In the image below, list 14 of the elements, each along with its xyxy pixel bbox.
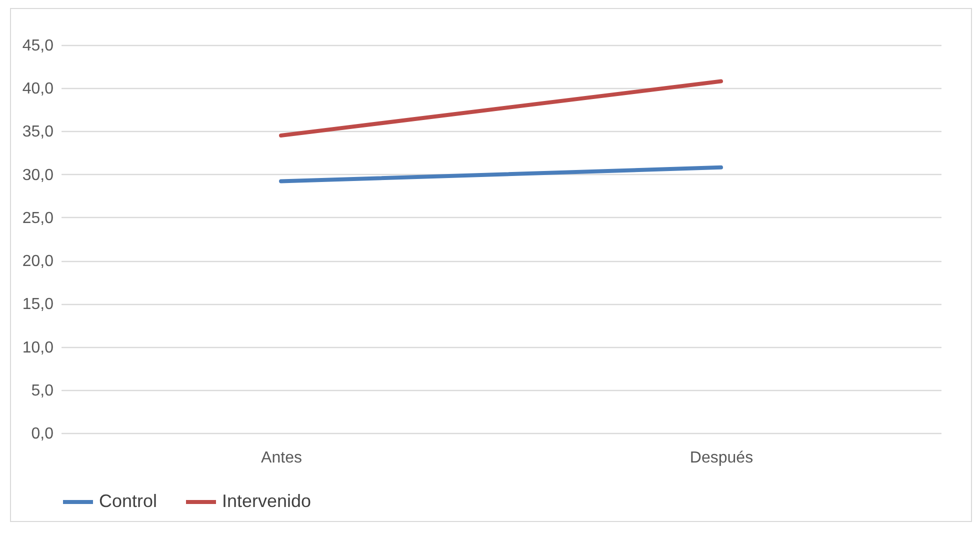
y-tick-label: 45,0 (22, 38, 54, 54)
y-tick-label: 0,0 (31, 426, 54, 442)
y-tick-label: 40,0 (22, 80, 54, 98)
legend-label: Control (99, 491, 158, 511)
y-tick-label: 30,0 (22, 166, 54, 184)
y-tick-label: 35,0 (22, 124, 54, 141)
x-tick-label: Después (690, 450, 754, 466)
legend-label: Intervenido (222, 491, 312, 511)
y-tick-label: 5,0 (31, 382, 54, 400)
x-tick-label: Antes (261, 450, 302, 466)
y-tick-label: 20,0 (22, 253, 54, 270)
y-tick-label: 15,0 (22, 296, 54, 314)
y-tick-label: 10,0 (22, 339, 54, 356)
y-tick-label: 25,0 (22, 210, 54, 227)
